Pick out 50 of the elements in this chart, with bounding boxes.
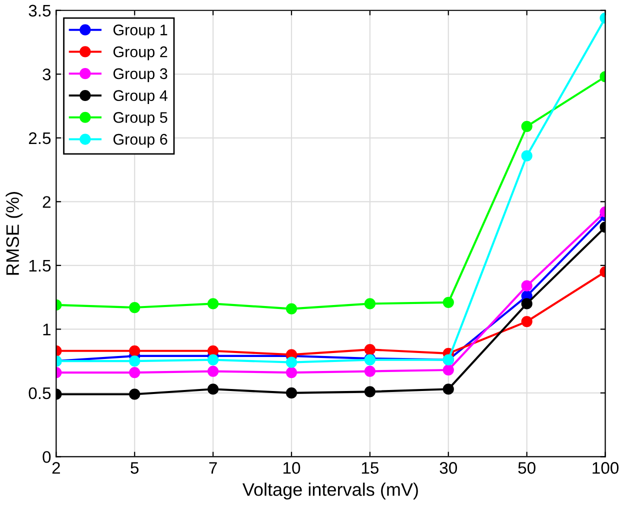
point — [521, 280, 532, 292]
point — [521, 298, 532, 310]
point — [129, 366, 140, 378]
point — [442, 296, 454, 308]
legend-label: Group 5 — [113, 112, 168, 126]
point — [207, 298, 219, 310]
x-tick-label: 5 — [130, 462, 139, 474]
point — [364, 344, 376, 356]
y-tick-label: 3 — [42, 68, 51, 80]
x-tick-label: 2 — [52, 462, 60, 474]
point — [129, 356, 140, 367]
y-tick-label: 3.5 — [28, 4, 51, 17]
point — [129, 345, 140, 356]
legend-label: Group 3 — [113, 68, 168, 82]
point — [364, 386, 376, 398]
point — [207, 345, 219, 356]
y-tick-label: 0 — [42, 451, 51, 463]
x-axis-title: Voltage intervals (mV) — [242, 482, 418, 500]
x-tick-label: 30 — [440, 462, 458, 474]
y-axis-title: RMSE (%) — [6, 192, 23, 275]
y-tick-label: 1 — [43, 324, 50, 336]
point — [364, 366, 376, 377]
y-tick-label: 1.5 — [29, 260, 51, 272]
point — [442, 384, 454, 395]
point — [286, 366, 298, 378]
point — [364, 298, 376, 310]
point — [129, 388, 140, 400]
legend-label: Group 1 — [113, 24, 168, 38]
y-tick-label: 2.5 — [28, 132, 51, 144]
point — [521, 120, 532, 132]
x-tick-label: 100 — [592, 462, 619, 474]
x-tick-label: 50 — [518, 462, 536, 474]
point — [286, 303, 298, 314]
x-tick-label: 10 — [284, 462, 300, 474]
point — [207, 384, 219, 395]
y-tick-label: 0.5 — [28, 387, 51, 400]
point — [521, 316, 532, 328]
legend-label: Group 4 — [113, 90, 168, 104]
point — [521, 150, 532, 162]
legend-label: Group 2 — [113, 46, 168, 60]
point — [286, 387, 298, 399]
legend-label: Group 6 — [113, 134, 168, 148]
y-tick-label: 2 — [42, 196, 50, 208]
x-tick-label: 15 — [362, 462, 379, 474]
point — [207, 366, 219, 377]
point — [129, 302, 140, 314]
point — [207, 354, 219, 366]
point — [286, 356, 298, 368]
point — [442, 364, 454, 376]
x-tick-label: 7 — [209, 462, 217, 474]
